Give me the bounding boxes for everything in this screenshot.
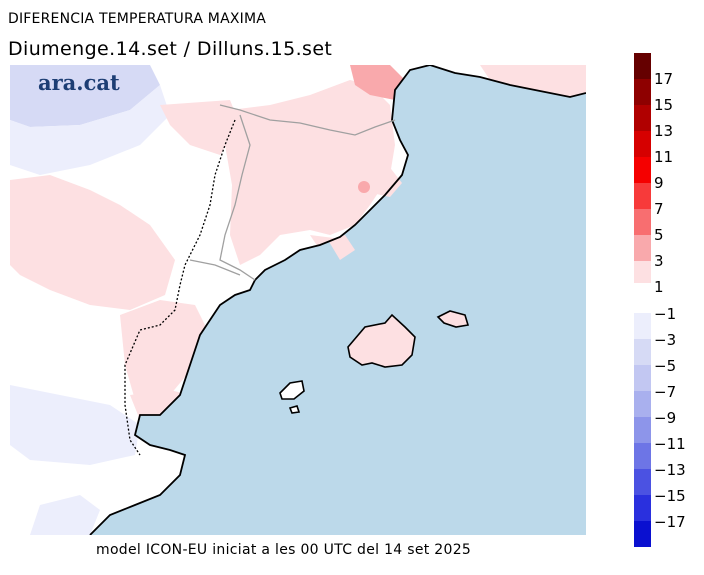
color-legend — [634, 53, 651, 547]
legend-label: −17 — [654, 513, 686, 531]
legend-label: −11 — [654, 435, 686, 453]
legend-swatch-warm — [634, 105, 651, 131]
legend-swatch-cool — [634, 313, 651, 339]
border-catalonia-valencia — [189, 259, 241, 276]
legend-label: 5 — [654, 226, 664, 244]
legend-swatch-cool — [634, 521, 651, 547]
legend-label: 9 — [654, 174, 664, 192]
chart-title: DIFERENCIA TEMPERATURA MAXIMA — [8, 11, 267, 27]
legend-label: −3 — [654, 331, 677, 349]
legend-label: −1 — [654, 305, 677, 323]
legend-swatch-warm — [634, 235, 651, 261]
legend-swatch-warm — [634, 261, 651, 283]
legend-swatch-cool — [634, 495, 651, 521]
legend-swatch-cool — [634, 417, 651, 443]
legend-swatch-warm — [634, 53, 651, 79]
chart-subtitle: Diumenge.14.set / Dilluns.15.set — [8, 38, 333, 60]
border-aragon — [124, 119, 236, 456]
legend-label: −7 — [654, 383, 677, 401]
legend-label: 13 — [654, 122, 674, 140]
warm-area-west — [10, 175, 175, 310]
legend-swatch-warm — [634, 131, 651, 157]
legend-label: 3 — [654, 252, 664, 270]
legend-label: 17 — [654, 70, 674, 88]
cool-area-southwest — [30, 495, 100, 535]
sea-area — [90, 65, 586, 535]
warm-area-coast-girona — [370, 165, 402, 197]
legend-label: 15 — [654, 96, 674, 114]
legend-label: −15 — [654, 487, 686, 505]
warm-spot-girona — [358, 181, 370, 193]
legend-swatch-warm — [634, 209, 651, 235]
legend-label: −13 — [654, 461, 686, 479]
island-mallorca — [347, 313, 416, 368]
legend-swatch-cool — [634, 365, 651, 391]
legend-swatch-cool — [634, 443, 651, 469]
warm-area-pyrenees — [160, 100, 240, 155]
warm-area-northeast — [480, 65, 586, 100]
cool-area-northwest — [10, 65, 160, 127]
island-ibiza — [279, 380, 305, 400]
legend-swatch-cool — [634, 307, 651, 313]
island-formentera — [288, 405, 301, 414]
legend-label: 1 — [654, 278, 664, 296]
legend-label: −5 — [654, 357, 677, 375]
warm-area-north-france — [350, 65, 405, 100]
temperature-map — [10, 65, 586, 535]
cool-area-northwest-light — [10, 85, 170, 175]
legend-swatch-warm — [634, 157, 651, 183]
legend-swatch-warm — [634, 183, 651, 209]
coastline — [89, 65, 586, 535]
island-menorca — [436, 310, 470, 328]
legend-swatch-cool — [634, 391, 651, 417]
warm-area-catalonia — [225, 80, 395, 265]
footer-note: model ICON-EU iniciat a les 00 UTC del 1… — [96, 542, 472, 558]
border-pyrenees — [219, 104, 396, 136]
legend-swatch-warm — [634, 79, 651, 105]
legend-swatch-cool — [634, 339, 651, 365]
legend-label: −9 — [654, 409, 677, 427]
warm-area-tarragona-coast — [328, 235, 355, 260]
warm-area-valencia — [120, 300, 210, 415]
border-catalonia-aragon — [219, 114, 256, 281]
cool-area-west — [10, 385, 140, 465]
legend-swatch-cool — [634, 469, 651, 495]
brand-logo: ara.cat — [38, 70, 120, 95]
legend-label: 7 — [654, 200, 664, 218]
legend-label: 11 — [654, 148, 674, 166]
